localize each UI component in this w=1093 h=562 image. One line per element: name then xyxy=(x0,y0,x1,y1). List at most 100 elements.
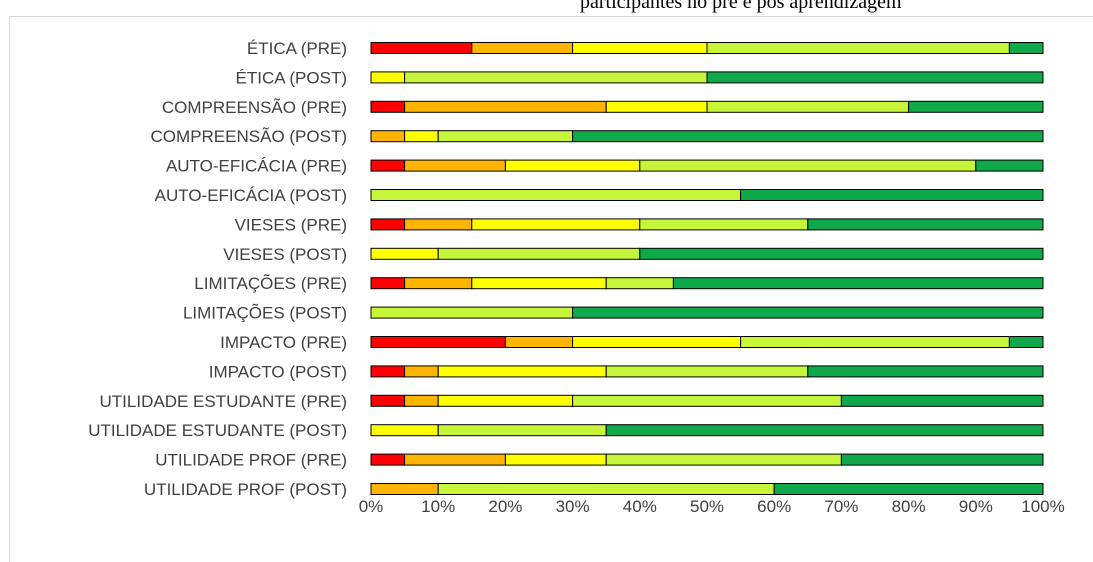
bar-segment-5 xyxy=(572,130,1044,143)
bar-segment-1 xyxy=(370,394,406,407)
bar-segment-3 xyxy=(404,130,439,143)
bars-group xyxy=(370,42,1044,495)
bar-segment-4 xyxy=(404,71,708,84)
x-tick-label: 50% xyxy=(690,497,724,516)
category-label: IMPACTO (POST) xyxy=(209,362,347,381)
bar-segment-5 xyxy=(807,218,1044,231)
bar-segment-4 xyxy=(370,306,574,319)
bar-segment-3 xyxy=(437,394,574,407)
bar-segment-3 xyxy=(370,71,406,84)
bar-segment-5 xyxy=(706,71,1044,84)
bar-segment-3 xyxy=(471,277,607,290)
category-label: COMPREENSÃO (POST) xyxy=(151,127,347,146)
category-label: AUTO-EFICÁCIA (POST) xyxy=(155,186,347,205)
x-tick-label: 20% xyxy=(488,497,522,516)
bar-segment-4 xyxy=(437,483,775,495)
x-tick-label: 90% xyxy=(959,497,993,516)
bar-segment-4 xyxy=(572,394,842,407)
category-labels: ÉTICA (PRE) ÉTICA (POST) COMPREENSÃO (PRE)… xyxy=(88,39,347,499)
bar-segment-2 xyxy=(370,483,439,495)
category-label: UTILIDADE PROF (PRE) xyxy=(155,451,347,470)
bar-segment-4 xyxy=(706,100,910,113)
bar-segment-3 xyxy=(605,100,708,113)
bar-segment-3 xyxy=(572,42,708,54)
caption-fragment: participantes no pré e pós aprendizagem xyxy=(580,0,902,13)
bar-segment-5 xyxy=(975,159,1044,172)
bar-segment-2 xyxy=(471,42,574,54)
bar-segment-3 xyxy=(370,424,439,437)
bar-segment-2 xyxy=(404,159,506,172)
bar-segment-2 xyxy=(404,365,439,378)
category-label: IMPACTO (PRE) xyxy=(220,333,347,352)
bar-segment-4 xyxy=(639,159,977,172)
category-label: UTILIDADE ESTUDANTE (PRE) xyxy=(100,392,347,411)
bar-segment-5 xyxy=(740,189,1044,201)
bar-segment-3 xyxy=(437,365,607,378)
frame-left-border xyxy=(9,16,10,562)
x-tick-label: 100% xyxy=(1021,497,1064,516)
bar-segment-4 xyxy=(370,189,742,201)
bar-segment-5 xyxy=(1008,336,1044,348)
bar-segment-5 xyxy=(572,306,1044,319)
x-tick-label: 60% xyxy=(757,497,791,516)
bar-segment-4 xyxy=(437,130,574,143)
bar-segment-2 xyxy=(404,100,607,113)
bar-segment-1 xyxy=(370,365,406,378)
x-tick-label: 0% xyxy=(359,497,384,516)
bar-segment-4 xyxy=(437,424,607,437)
bar-segment-5 xyxy=(807,365,1044,378)
x-tick-label: 30% xyxy=(556,497,590,516)
bar-segment-5 xyxy=(840,453,1044,466)
category-label: UTILIDADE ESTUDANTE (POST) xyxy=(88,421,347,440)
category-label: ÉTICA (PRE) xyxy=(247,39,347,58)
bar-segment-5 xyxy=(908,100,1044,113)
category-label: ÉTICA (POST) xyxy=(236,68,347,87)
category-label: COMPREENSÃO (PRE) xyxy=(162,98,347,117)
category-label: VIESES (PRE) xyxy=(235,215,347,234)
bar-segment-5 xyxy=(773,483,1044,495)
bar-segment-4 xyxy=(605,453,842,466)
bar-segment-5 xyxy=(672,277,1044,290)
bar-segment-1 xyxy=(370,159,406,172)
bar-segment-1 xyxy=(370,42,473,54)
bar-segment-2 xyxy=(504,336,574,348)
bar-segment-5 xyxy=(605,424,1044,437)
x-tick-labels: 0% 10% 20% 30% 40% 50% 60% 70% 80% 90% 100% xyxy=(359,497,1065,516)
bar-segment-3 xyxy=(504,453,607,466)
bar-segment-3 xyxy=(572,336,742,348)
bar-segment-4 xyxy=(639,218,809,231)
bar-segment-4 xyxy=(706,42,1010,54)
x-tick-label: 40% xyxy=(623,497,657,516)
bar-segment-2 xyxy=(404,394,439,407)
frame-top-border xyxy=(9,16,1093,17)
category-label: AUTO-EFICÁCIA (PRE) xyxy=(166,157,347,176)
bar-segment-2 xyxy=(370,130,406,143)
bar-segment-3 xyxy=(370,247,439,260)
bar-segment-5 xyxy=(639,247,1044,260)
bar-segment-2 xyxy=(404,453,506,466)
bar-segment-1 xyxy=(370,336,506,348)
bar-segment-1 xyxy=(370,453,406,466)
category-label: VIESES (POST) xyxy=(223,245,347,264)
x-tick-label: 80% xyxy=(892,497,926,516)
category-label: LIMITAÇÕES (PRE) xyxy=(194,274,347,293)
bar-segment-4 xyxy=(605,277,674,290)
x-tick-label: 70% xyxy=(824,497,858,516)
category-label: LIMITAÇÕES (POST) xyxy=(183,304,347,323)
bar-segment-4 xyxy=(437,247,641,260)
bar-segment-2 xyxy=(404,218,473,231)
bar-segment-4 xyxy=(740,336,1010,348)
bar-segment-5 xyxy=(840,394,1044,407)
bar-segment-1 xyxy=(370,277,406,290)
bar-segment-5 xyxy=(1008,42,1044,54)
bar-segment-1 xyxy=(370,218,406,231)
bar-segment-3 xyxy=(504,159,641,172)
category-label: UTILIDADE PROF (POST) xyxy=(144,480,347,499)
x-tick-label: 10% xyxy=(421,497,455,516)
bar-segment-3 xyxy=(471,218,641,231)
bar-segment-1 xyxy=(370,100,406,113)
bar-segment-4 xyxy=(605,365,809,378)
bar-segment-2 xyxy=(404,277,473,290)
